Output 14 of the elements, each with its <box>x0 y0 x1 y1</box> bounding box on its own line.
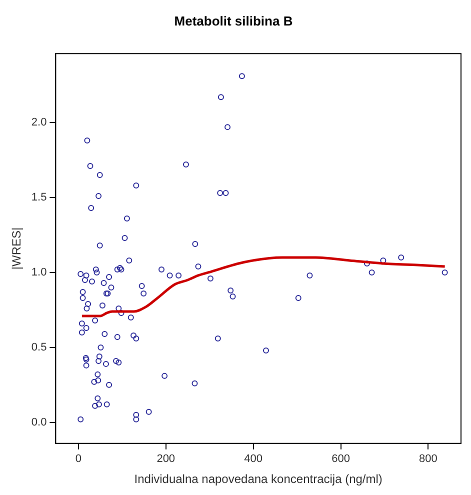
x-tick-label: 0 <box>75 453 82 466</box>
y-tick-label: 1.0 <box>31 266 47 279</box>
y-tick-label: 1.5 <box>31 192 47 204</box>
line-series <box>80 256 446 318</box>
x-tick-label: 800 <box>419 453 438 466</box>
y-axis-title: |WRES| <box>10 227 24 270</box>
chart-title: Metabolit silibina B <box>174 13 293 28</box>
x-tick-label: 400 <box>244 453 262 466</box>
y-tick-label: 0.5 <box>31 341 47 354</box>
x-tick-label: 600 <box>332 453 350 466</box>
x-axis-title: Individualna napovedana koncentracija (ng/ml) <box>134 472 382 486</box>
y-tick-label: 2.0 <box>31 116 47 129</box>
y-tick-label: 0.0 <box>31 416 47 428</box>
x-tick-label: 200 <box>156 453 176 466</box>
